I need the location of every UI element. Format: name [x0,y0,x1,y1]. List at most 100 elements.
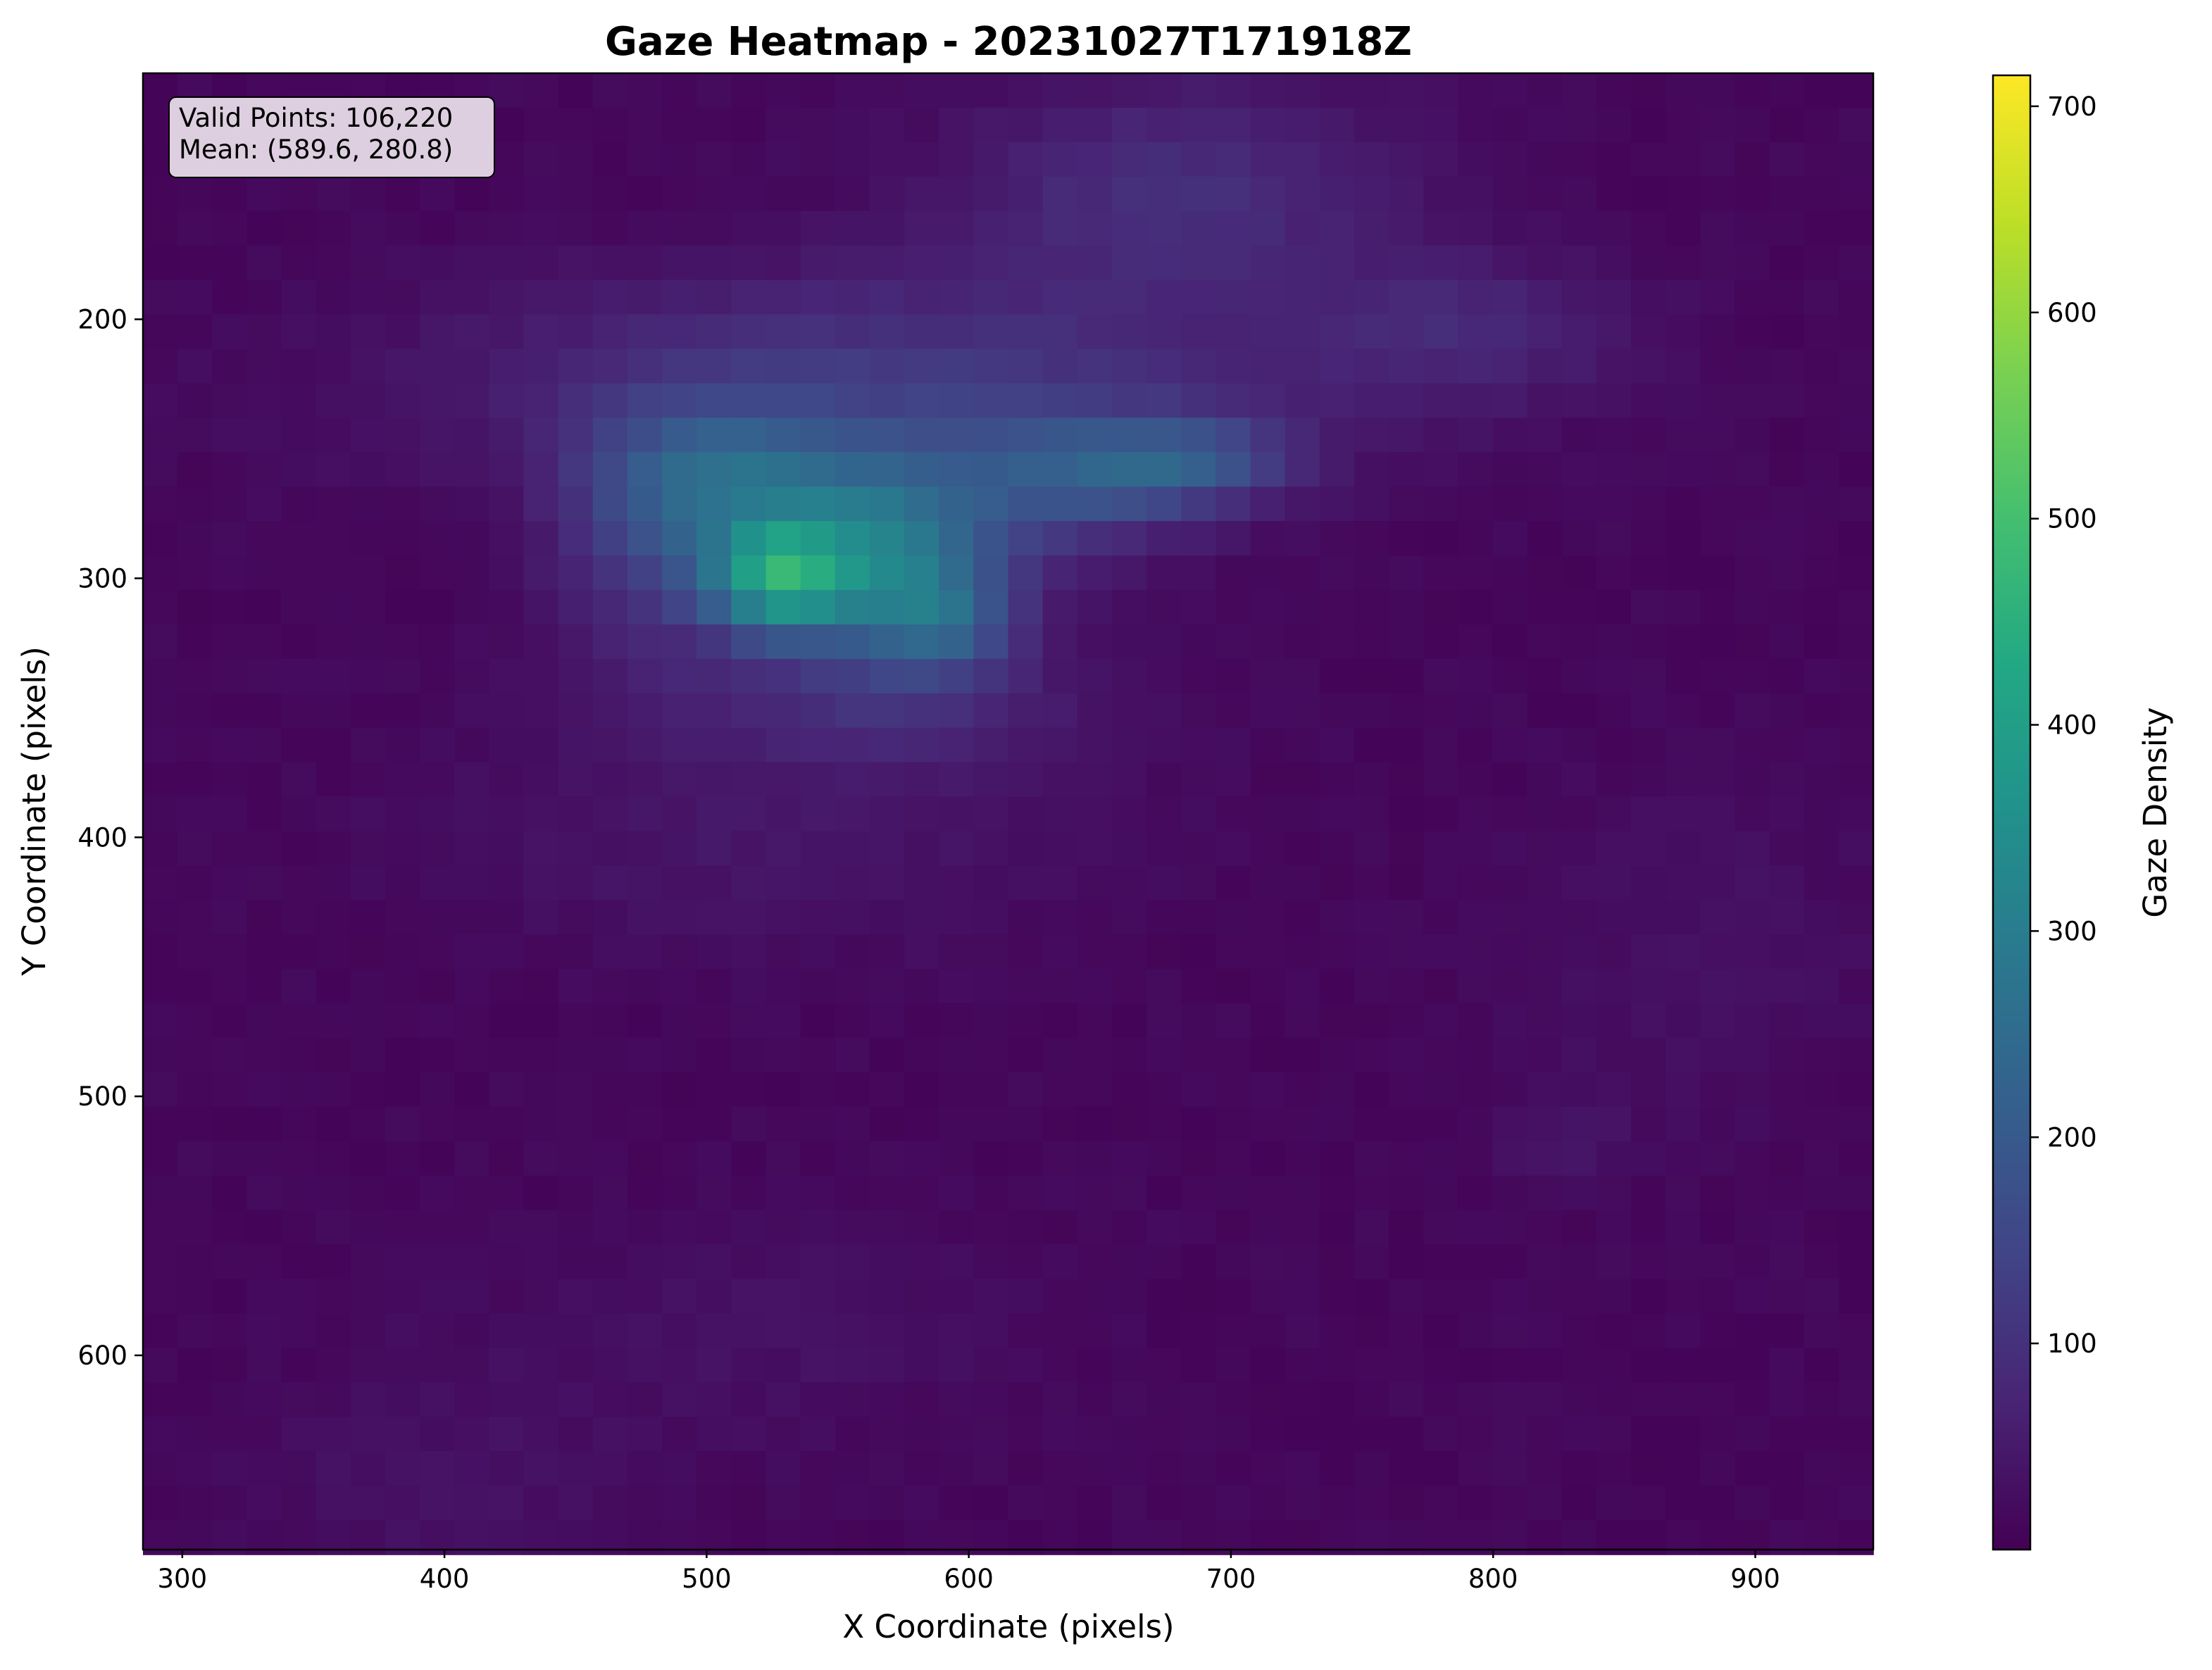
heatmap-cell [1077,314,1113,350]
heatmap-cell [1492,1003,1528,1038]
heatmap-cell [212,865,248,901]
heatmap-cell [592,900,628,935]
heatmap-cell [1146,1106,1182,1142]
heatmap-cell [385,693,420,729]
heatmap-cell [627,555,663,591]
heatmap-cell [212,452,248,487]
heatmap-cell [835,280,870,315]
heatmap-cell [1492,1038,1528,1073]
heatmap-cell [1042,1279,1078,1314]
heatmap-cell [627,969,663,1004]
heatmap-cell [973,555,1009,591]
heatmap-cell [177,1106,213,1142]
heatmap-cell [420,1003,455,1038]
heatmap-cell [1458,486,1494,522]
heatmap-cell [1146,1210,1182,1245]
heatmap-cell [1700,107,1736,143]
heatmap-cell [766,900,801,935]
heatmap-cell [662,349,697,384]
heatmap-cell [1700,486,1736,522]
heatmap-cell [869,1072,905,1107]
heatmap-cell [1354,1417,1389,1452]
heatmap-cell [350,383,386,419]
heatmap-cell [246,1486,282,1521]
heatmap-cell [592,1210,628,1245]
heatmap-cell [592,1417,628,1452]
heatmap-cell [800,1141,836,1176]
heatmap-cell [1389,1072,1424,1107]
heatmap-cell [350,486,386,522]
heatmap-cell [1423,383,1459,419]
heatmap-cell [177,1244,213,1280]
heatmap-cell [212,831,248,867]
heatmap-cell [1181,934,1217,969]
heatmap-cell [1527,73,1563,108]
heatmap-cell [1700,314,1736,350]
heatmap-cell [1146,280,1182,315]
heatmap-cell [973,589,1009,625]
heatmap-cell [731,1451,767,1486]
heatmap-cell [696,1244,732,1280]
heatmap-cell [143,727,178,763]
heatmap-cell [1285,796,1320,832]
heatmap-cell [662,452,697,487]
heatmap-cell [212,1210,248,1245]
heatmap-cell [523,934,559,969]
heatmap-cell [1077,796,1113,832]
heatmap-cell [523,1417,559,1452]
heatmap-cell [592,693,628,729]
heatmap-cell [1735,762,1770,798]
heatmap-cell [454,1038,490,1073]
heatmap-cell [1631,1348,1666,1383]
heatmap-cell [1735,142,1770,177]
heatmap-cell [143,521,178,556]
heatmap-cell [696,349,732,384]
heatmap-cell [1735,1279,1770,1314]
heatmap-cell [1181,1382,1217,1417]
heatmap-cell [904,1072,939,1107]
heatmap-cell [939,1210,975,1245]
heatmap-cell [1146,521,1182,556]
heatmap-cell [1769,1486,1805,1521]
heatmap-cell [385,727,420,763]
heatmap-cell [662,693,697,729]
heatmap-cell [869,176,905,212]
heatmap-cell [523,1244,559,1280]
heatmap-cell [939,1486,975,1521]
heatmap-cell [143,1313,178,1349]
heatmap-cell [731,73,767,108]
heatmap-cell [281,934,317,969]
heatmap-cell [1077,762,1113,798]
heatmap-cell [1700,865,1736,901]
heatmap-cell [1458,1382,1494,1417]
heatmap-cell [1631,831,1666,867]
heatmap-cell [385,865,420,901]
heatmap-cell [1181,314,1217,350]
heatmap-cell [904,1382,939,1417]
heatmap-cell [420,796,455,832]
heatmap-cell [731,245,767,281]
heatmap-cell [1769,1003,1805,1038]
heatmap-cell [662,727,697,763]
heatmap-cell [1146,693,1182,729]
heatmap-cell [1042,452,1078,487]
heatmap-cell [1354,486,1389,522]
heatmap-cell [592,1486,628,1521]
heatmap-cell [1042,107,1078,143]
heatmap-cell [835,865,870,901]
heatmap-cell [1769,555,1805,591]
heatmap-cell [973,73,1009,108]
heatmap-cell [1423,1486,1459,1521]
heatmap-cell [869,486,905,522]
heatmap-cell [1181,245,1217,281]
heatmap-cell [177,1141,213,1176]
heatmap-cell [1561,658,1597,694]
heatmap-cell [1042,1417,1078,1452]
heatmap-cell [1527,486,1563,522]
heatmap-cell [420,1072,455,1107]
heatmap-cell [1111,418,1147,453]
heatmap-cell [1319,211,1355,246]
heatmap-cell [315,796,351,832]
heatmap-cell [1458,1417,1494,1452]
heatmap-cell [558,589,594,625]
